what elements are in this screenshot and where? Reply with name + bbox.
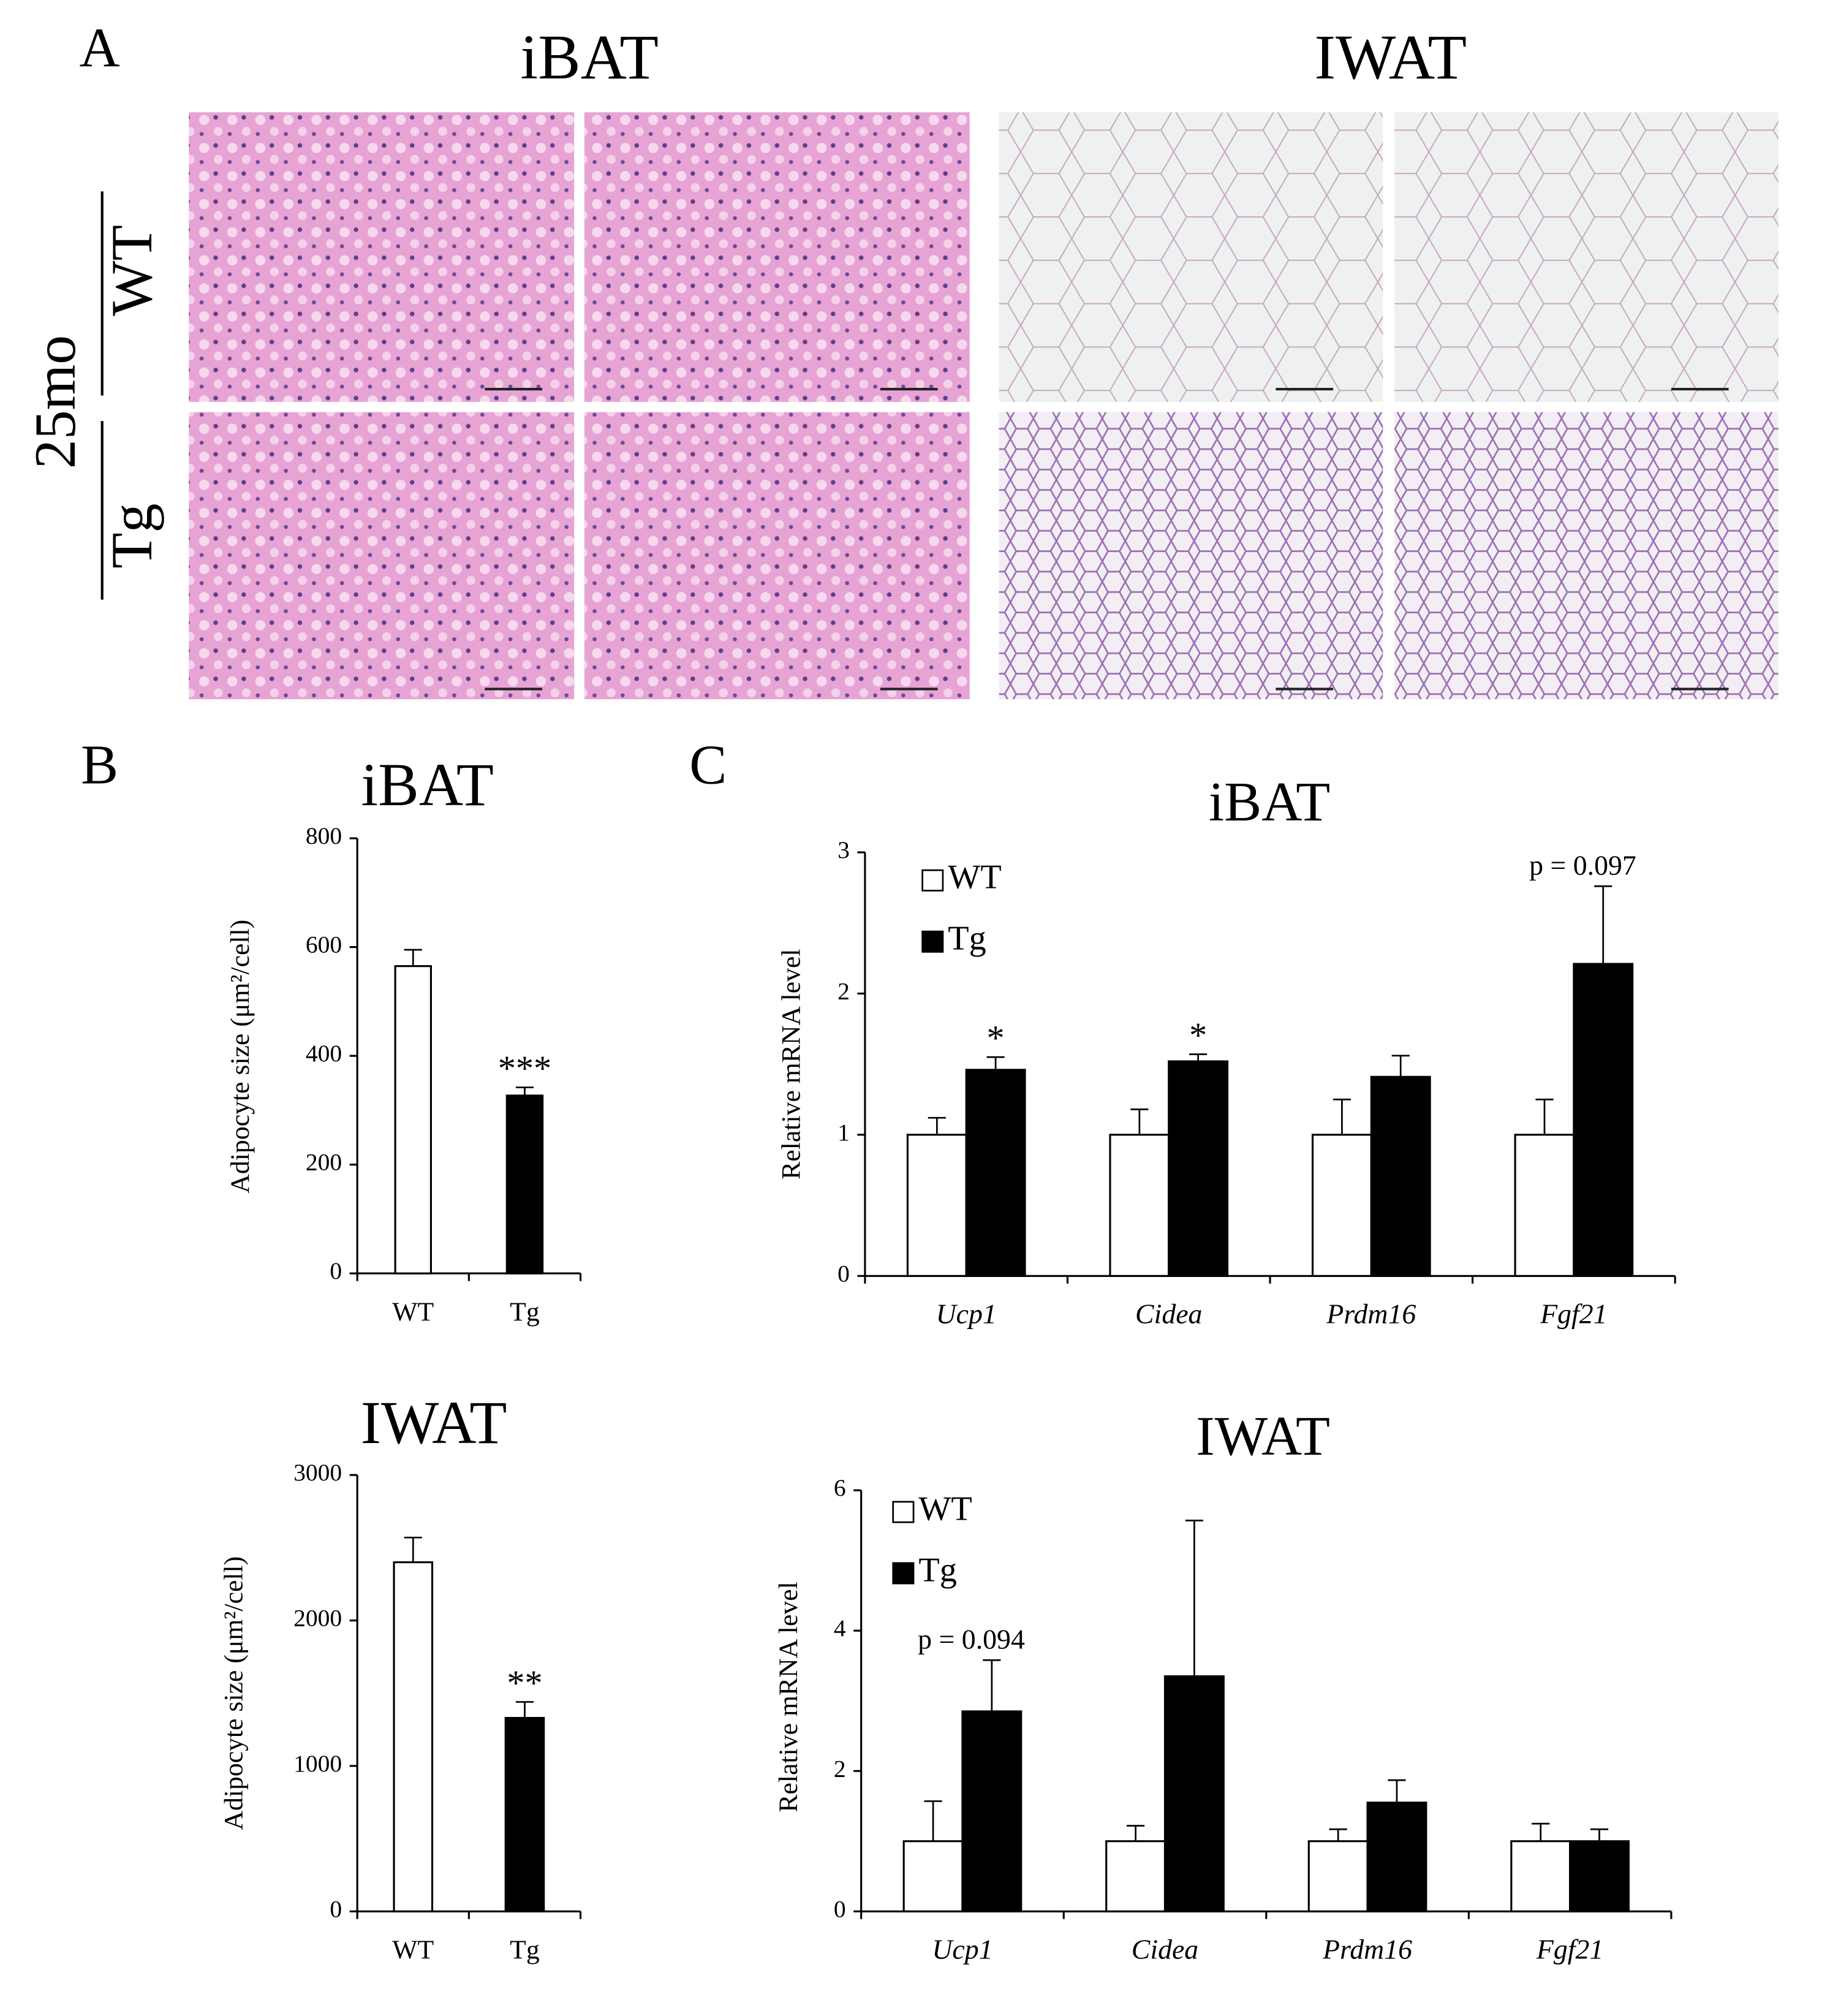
significance-label: *	[987, 1018, 1005, 1058]
micrograph	[1394, 412, 1779, 700]
bar	[1514, 1134, 1575, 1277]
y-axis-label: Adipocyte size (μm²/cell)	[219, 1556, 248, 1830]
y-tick-label: 3000	[293, 1459, 342, 1486]
y-axis-label: Relative mRNA level	[774, 1582, 803, 1812]
y-axis-label: Relative mRNA level	[776, 949, 806, 1179]
micrograph	[999, 412, 1383, 700]
y-tick-label: 600	[306, 931, 342, 958]
bar	[902, 1840, 964, 1912]
bar	[1109, 1134, 1170, 1277]
bar	[1510, 1840, 1571, 1912]
y-tick-label: 1	[837, 1119, 850, 1146]
y-tick-label: 400	[306, 1040, 342, 1067]
bar	[393, 1561, 434, 1912]
micrographs	[189, 112, 1779, 700]
bar	[1311, 1134, 1372, 1277]
x-tick-label: Prdm16	[1322, 1933, 1412, 1965]
y-tick-label: 1000	[293, 1750, 342, 1777]
row-label: WT	[99, 225, 164, 316]
bar	[505, 1094, 544, 1275]
x-tick-label: Cidea	[1132, 1933, 1198, 1965]
bar	[504, 1716, 545, 1912]
bar	[394, 965, 432, 1275]
x-tick-label: Fgf21	[1540, 1298, 1607, 1329]
bar	[1105, 1840, 1166, 1912]
y-tick-label: 0	[330, 1257, 342, 1284]
x-tick-label: Ucp1	[936, 1298, 997, 1329]
x-tick-label: Ucp1	[932, 1933, 992, 1965]
y-tick-label: 6	[834, 1474, 846, 1501]
age-label: 25mo	[23, 335, 88, 469]
micrograph	[1394, 112, 1779, 402]
scale-bars	[485, 388, 1729, 691]
chart-title: IWAT	[361, 1389, 507, 1457]
panel-label: B	[81, 733, 118, 796]
legend-label: WT	[918, 1490, 972, 1528]
micrograph	[584, 412, 970, 700]
x-tick-label: Fgf21	[1536, 1933, 1603, 1965]
y-tick-label: 2	[837, 977, 850, 1004]
y-tick-label: 800	[306, 822, 342, 849]
legend-swatch	[921, 930, 944, 953]
chart-title: iBAT	[1209, 770, 1331, 833]
significance-label: p = 0.097	[1529, 850, 1636, 881]
bar	[961, 1710, 1023, 1912]
x-tick-label: Cidea	[1135, 1298, 1202, 1329]
chart-title: iBAT	[361, 751, 494, 819]
y-tick-label: 3	[837, 836, 850, 863]
y-tick-label: 0	[834, 1895, 846, 1922]
bar	[1573, 963, 1634, 1277]
y-tick-label: 2	[834, 1755, 846, 1782]
legend-swatch	[892, 1501, 915, 1523]
panel-label: C	[689, 733, 727, 796]
y-tick-label: 200	[306, 1149, 342, 1176]
x-tick-label: WT	[392, 1297, 434, 1327]
significance-label: ***	[498, 1048, 551, 1088]
x-tick-label: Tg	[510, 1297, 540, 1327]
legend-label: Tg	[918, 1551, 956, 1589]
x-tick-label: Tg	[510, 1935, 540, 1965]
y-tick-label: 0	[330, 1895, 342, 1922]
bar	[1307, 1840, 1369, 1912]
micrograph	[999, 112, 1383, 402]
bar	[1366, 1802, 1427, 1912]
column-title: IWAT	[1314, 21, 1467, 93]
y-tick-label: 0	[837, 1260, 850, 1287]
chart-title: IWAT	[1196, 1404, 1330, 1467]
row-label: Tg	[99, 503, 164, 568]
significance-label: **	[507, 1663, 542, 1703]
legend-label: WT	[948, 858, 1001, 896]
bar	[1569, 1840, 1630, 1912]
significance-label: *	[1189, 1015, 1207, 1055]
significance-label: p = 0.094	[918, 1624, 1025, 1655]
micrograph	[584, 112, 970, 402]
micrograph	[189, 112, 575, 402]
legend-swatch	[892, 1562, 915, 1585]
x-tick-label: Prdm16	[1326, 1298, 1416, 1329]
legend-swatch	[921, 869, 944, 892]
x-tick-label: WT	[392, 1935, 434, 1965]
column-title: iBAT	[520, 21, 659, 93]
bar	[965, 1069, 1026, 1277]
bar	[1168, 1060, 1229, 1277]
bar	[1163, 1675, 1225, 1912]
micrograph	[189, 412, 575, 700]
y-tick-label: 2000	[293, 1605, 342, 1632]
y-tick-label: 4	[834, 1615, 846, 1642]
bar	[906, 1134, 967, 1277]
panel-label: A	[79, 16, 119, 78]
legend-label: Tg	[948, 920, 986, 958]
y-axis-label: Adipocyte size (μm²/cell)	[225, 920, 255, 1194]
bar	[1370, 1075, 1431, 1277]
